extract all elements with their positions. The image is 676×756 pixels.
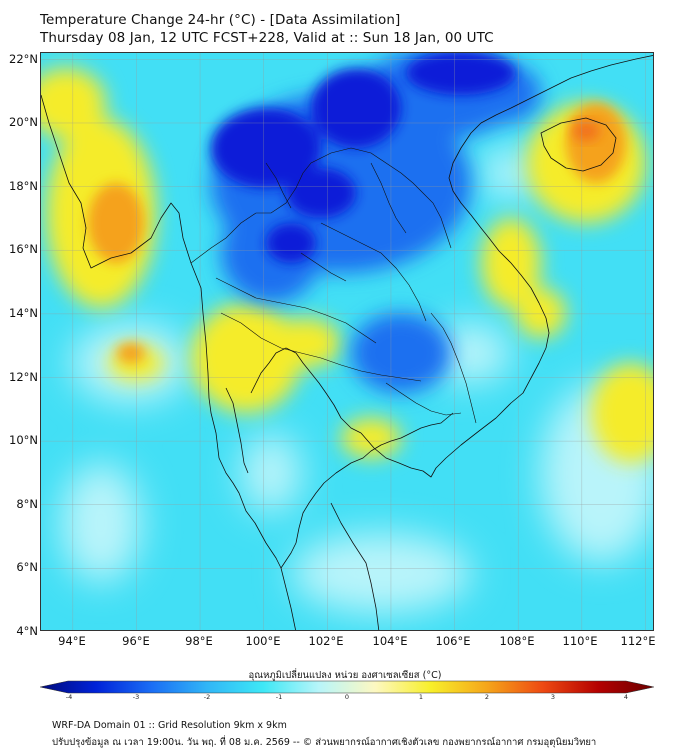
lat-lon-gridlines: [41, 53, 653, 630]
lat-label-10n: 10°N: [9, 433, 38, 447]
colorbar-tick: 4: [623, 693, 629, 701]
lon-label-94e: 94°E: [58, 634, 86, 648]
colorbar-gradient: [40, 680, 654, 694]
lat-label-14n: 14°N: [9, 306, 38, 320]
colorbar-tick: -3: [132, 693, 140, 701]
lat-label-22n: 22°N: [9, 52, 38, 66]
lon-label-110e: 110°E: [562, 634, 598, 648]
country-borders: [190, 147, 477, 424]
colorbar-tick: 0: [344, 693, 350, 701]
map-subtitle-valid-time: Thursday 08 Jan, 12 UTC FCST+228, Valid …: [40, 30, 494, 46]
colorbar-tick: 3: [550, 693, 556, 701]
map-title: Temperature Change 24-hr (°C) - [Data As…: [40, 12, 401, 28]
colorbar-tick: -1: [275, 693, 283, 701]
lat-label-20n: 20°N: [9, 115, 38, 129]
colorbar-tick: -2: [203, 693, 211, 701]
credit-line: ปรับปรุงข้อมูล ณ เวลา 19:00น. วัน พฤ. ที…: [52, 737, 597, 748]
lat-label-4n: 4°N: [16, 624, 38, 638]
lon-label-100e: 100°E: [245, 634, 281, 648]
lat-label-18n: 18°N: [9, 179, 38, 193]
lat-label-16n: 16°N: [9, 242, 38, 256]
lon-label-102e: 102°E: [308, 634, 344, 648]
lon-label-98e: 98°E: [185, 634, 213, 648]
colorbar-tick: -4: [65, 693, 73, 701]
lon-label-104e: 104°E: [372, 634, 408, 648]
lat-label-8n: 8°N: [16, 497, 38, 511]
map-panel: [40, 52, 654, 631]
temperature-change-map: [41, 53, 653, 630]
lat-label-12n: 12°N: [9, 370, 38, 384]
colorbar-title: อุณหภูมิเปลี่ยนแปลง หน่วย องศาเซลเซียส (…: [248, 670, 442, 681]
lat-label-6n: 6°N: [16, 560, 38, 574]
lon-label-112e: 112°E: [620, 634, 656, 648]
lon-label-108e: 108°E: [499, 634, 535, 648]
colorbar-tick: 2: [484, 693, 490, 701]
cooling-core-dark-blue: [211, 53, 516, 263]
colorbar: [40, 680, 654, 694]
lon-label-96e: 96°E: [122, 634, 150, 648]
light-cyan-field-region: [61, 148, 653, 613]
coastline-outline: [41, 55, 653, 630]
lon-label-106e: 106°E: [435, 634, 471, 648]
colorbar-tick: 1: [418, 693, 424, 701]
model-info-line: WRF-DA Domain 01 :: Grid Resolution 9km …: [52, 720, 287, 731]
warming-center-red-orange: [572, 121, 600, 141]
